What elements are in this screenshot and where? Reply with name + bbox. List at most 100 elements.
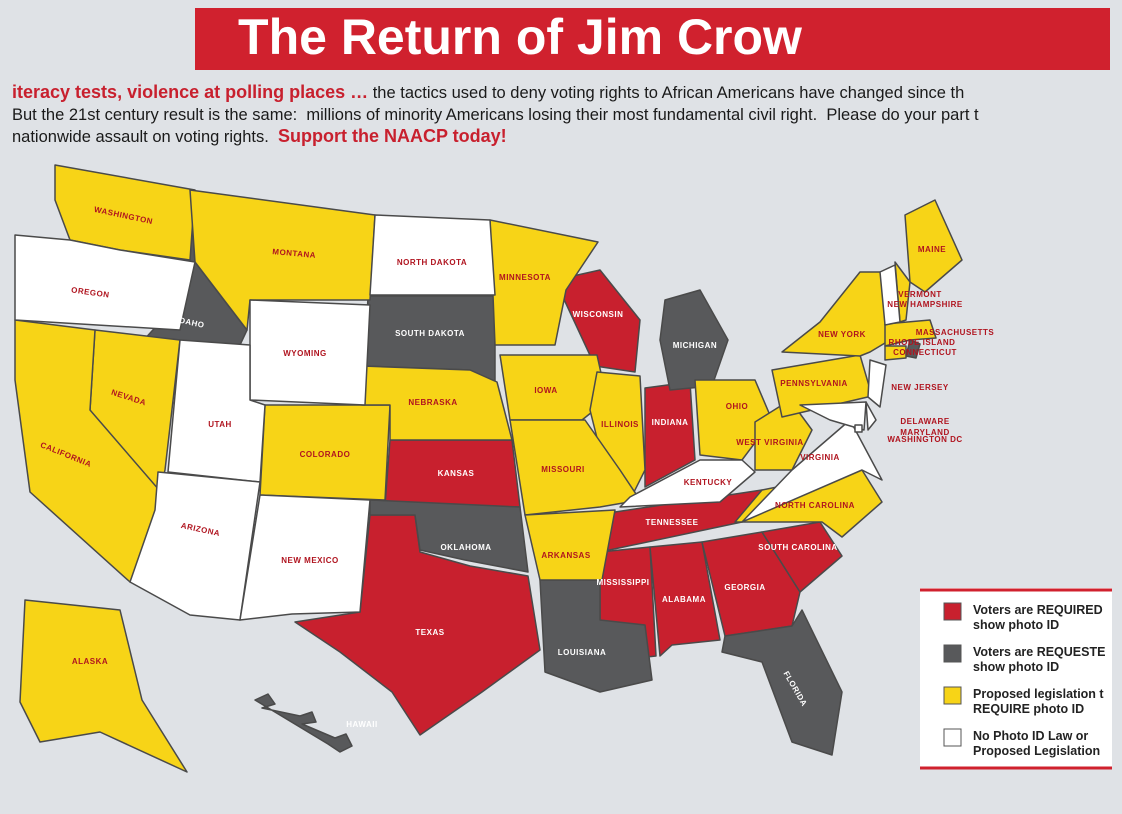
intro-text: iteracy tests, violence at polling place… [12,82,979,146]
intro-line: But the 21st century result is the same:… [12,106,979,124]
state-shape [14,234,196,331]
state-label: MISSISSIPPI [596,578,649,587]
state-shape [239,494,371,621]
state-label: NEW JERSEY [891,383,949,392]
legend-label: show photo ID [973,618,1059,632]
legend-label: Voters are REQUIRED [973,603,1103,617]
state-label: PENNSYLVANIA [780,379,848,388]
state-label: MINNESOTA [499,273,551,282]
state-label: OKLAHOMA [440,543,491,552]
state-label: TEXAS [415,628,444,637]
state-label: MISSOURI [541,465,585,474]
intro-line: iteracy tests, violence at polling place… [12,82,964,102]
state-shape [854,424,863,433]
state-shape [649,541,721,657]
state-label: MICHIGAN [673,341,717,350]
state-label: NEW HAMPSHIRE [887,300,963,309]
state-shape [539,579,653,693]
us-map: WISCONSIN INDIANA KANSAS TEXAS TENNESSEE MISS… [14,164,995,773]
legend-label: No Photo ID Law or [973,729,1088,743]
state-shape [867,359,887,408]
state-shape [369,499,529,573]
state-label: CONNECTICUT [893,348,957,357]
title-band [195,8,1110,70]
state-label: MONTANA [272,247,316,260]
state-shape [129,471,261,621]
state-label: OHIO [726,402,748,411]
legend-swatch [943,644,962,663]
state-shape [761,521,843,593]
legend-swatch [943,602,962,621]
state-label: MAINE [918,245,946,254]
legend-label: Proposed Legislation [973,744,1100,758]
state-label: NEBRASKA [408,398,457,407]
state-shape [294,514,541,736]
state-shape [734,469,883,538]
intro-segment: Support the NAACP today! [278,126,507,146]
state-shape [741,419,883,523]
state-shape [905,339,921,359]
state-shape [361,365,513,441]
state-shape [254,693,353,753]
state-shape [904,199,963,293]
state-label: NEW YORK [818,330,866,339]
legend-swatch [943,686,962,705]
state-label: NORTH CAROLINA [775,501,855,510]
state-label: LOUISIANA [558,648,607,657]
state-label: SOUTH DAKOTA [395,329,465,338]
state-label: ALABAMA [662,595,706,604]
state-shape [19,599,188,773]
state-shape [524,509,616,581]
state-shape [865,401,877,431]
state-shape [884,319,937,347]
state-label: WEST VIRGINIA [736,438,803,447]
state-label: DELAWARE [900,417,950,426]
state-label: WYOMING [283,349,327,358]
state-label: KENTUCKY [684,478,733,487]
legend-swatch [943,728,962,747]
state-label: WISCONSIN [573,310,624,319]
state-label: ARKANSAS [541,551,591,560]
state-label: VIRGINIA [800,453,840,462]
state-shape [554,269,641,373]
state-label: WASHINGTON DC [887,435,962,444]
state-label: ALASKA [72,657,108,666]
state-label: ILLINOIS [601,420,639,429]
legend-label: REQUIRE photo ID [973,702,1084,716]
state-label: SOUTH CAROLINA [758,543,837,552]
state-label: RHODE ISLAND [889,338,956,347]
state-label: NORTH DAKOTA [397,258,467,267]
state-label: VERMONT [898,290,942,299]
state-label: COLORADO [300,450,351,459]
state-label: HAWAII [346,720,377,729]
state-label: INDIANA [652,418,689,427]
state-shape [701,531,801,637]
state-label: MASSACHUSETTS [916,328,995,337]
state-shape [879,264,901,326]
state-label: IOWA [534,386,557,395]
state-label: MARYLAND [900,428,949,437]
legend-label: Proposed legislation t [973,687,1104,701]
intro-line: nationwide assault on voting rights. Sup… [12,126,507,146]
title: The Return of Jim Crow [238,9,802,65]
state-shape [619,459,756,508]
intro-segment: iteracy tests, violence at polling place… [12,82,368,102]
state-shape [799,401,867,431]
legend-label: show photo ID [973,660,1059,674]
state-shape [167,339,266,483]
state-label: TENNESSEE [646,518,699,527]
state-label: UTAH [208,420,232,429]
state-label: KANSAS [438,469,475,478]
state-shape [369,214,496,296]
legend-label: Voters are REQUESTE [973,645,1105,659]
intro-segment: the tactics used to deny voting rights t… [368,84,964,102]
intro-segment: nationwide assault on voting rights. [12,128,278,146]
state-label: NEW MEXICO [281,556,338,565]
state-label: GEORGIA [724,583,765,592]
intro-segment: But the 21st century result is the same:… [12,106,979,124]
state-shape [489,219,599,346]
state-shape [884,345,907,361]
